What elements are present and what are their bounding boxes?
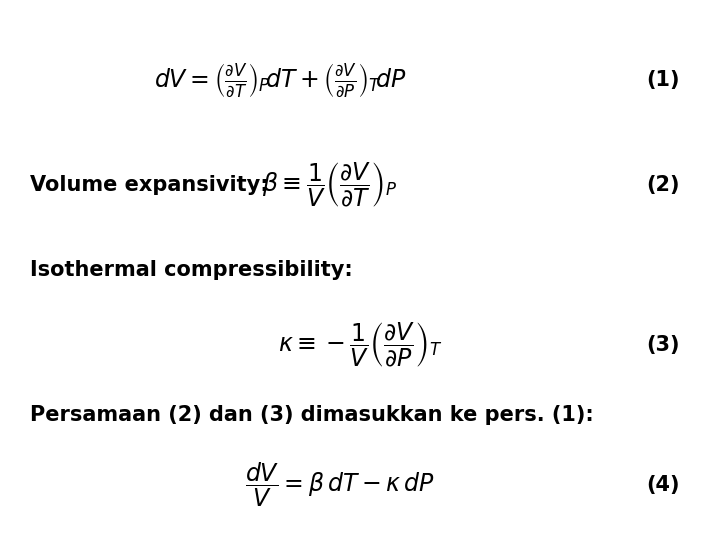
Text: (2): (2) [647,175,680,195]
Text: $\dfrac{dV}{V} = \beta \, dT - \kappa \, dP$: $\dfrac{dV}{V} = \beta \, dT - \kappa \,… [246,461,435,509]
Text: $dV = \left(\frac{\partial V}{\partial T}\right)_P \! dT + \left(\frac{\partial : $dV = \left(\frac{\partial V}{\partial T… [154,61,406,99]
Text: $\beta \equiv \dfrac{1}{V}\left(\dfrac{\partial V}{\partial T}\right)_P$: $\beta \equiv \dfrac{1}{V}\left(\dfrac{\… [262,160,397,210]
Text: Volume expansivity:: Volume expansivity: [30,175,269,195]
Text: Persamaan (2) dan (3) dimasukkan ke pers. (1):: Persamaan (2) dan (3) dimasukkan ke pers… [30,405,594,425]
Text: $\kappa \equiv -\dfrac{1}{V}\left(\dfrac{\partial V}{\partial P}\right)_T$: $\kappa \equiv -\dfrac{1}{V}\left(\dfrac… [278,321,442,369]
Text: (1): (1) [647,70,680,90]
Text: Isothermal compressibility:: Isothermal compressibility: [30,260,353,280]
Text: (3): (3) [647,335,680,355]
Text: (4): (4) [647,475,680,495]
